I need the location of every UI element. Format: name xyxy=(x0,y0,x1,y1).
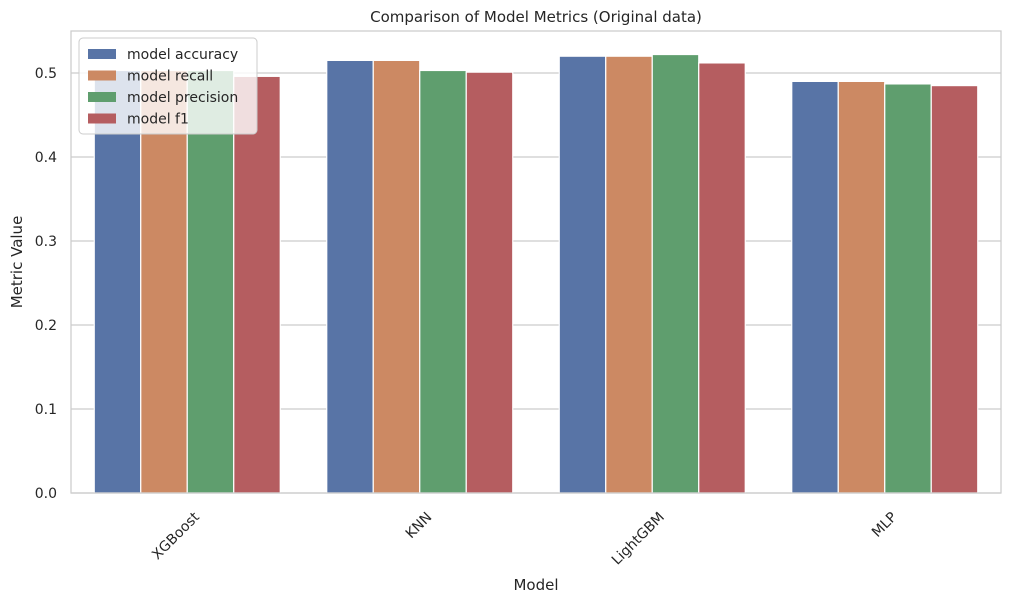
legend-swatch xyxy=(88,49,116,59)
bar-model-precision-KNN xyxy=(419,69,467,494)
x-tick-label: MLP xyxy=(869,509,900,540)
y-tick-label: 0.5 xyxy=(35,66,57,82)
legend-swatch xyxy=(88,70,116,81)
y-tick-label: 0.1 xyxy=(35,402,57,418)
x-tick-label: LightGBM xyxy=(609,509,668,568)
bar-model-f1-LightGBM xyxy=(698,62,746,494)
legend-swatch xyxy=(88,113,116,124)
y-axis-label: Metric Value xyxy=(8,216,26,309)
x-axis-label: Model xyxy=(513,576,558,594)
bar-model-accuracy-LightGBM xyxy=(558,55,607,494)
y-tick-label: 0.0 xyxy=(35,486,57,502)
legend-label: model recall xyxy=(127,69,213,85)
y-axis-ticks: 0.0 0.1 0.2 0.3 0.4 0.5 xyxy=(35,66,57,502)
bar-model-precision-LightGBM xyxy=(651,53,700,494)
bars xyxy=(93,53,979,494)
legend-label: model accuracy xyxy=(127,47,238,63)
bar-model-recall-MLP xyxy=(837,80,886,494)
bar-model-precision-XGBoost xyxy=(186,69,235,494)
bar-model-f1-XGBoost xyxy=(233,75,281,494)
legend-swatch xyxy=(88,92,116,102)
legend-box xyxy=(78,37,258,135)
legend-label: model f1 xyxy=(127,112,189,128)
bar-model-accuracy-MLP xyxy=(791,80,839,494)
bar-model-recall-KNN xyxy=(372,59,421,494)
chart-title: Comparison of Model Metrics (Original da… xyxy=(370,8,702,26)
bar-model-recall-LightGBM xyxy=(605,55,653,494)
legend-label: model precision xyxy=(127,90,238,106)
x-axis-ticks: XGBoost KNN LightGBM MLP xyxy=(149,509,900,568)
y-tick-label: 0.4 xyxy=(35,150,57,166)
bar-model-f1-KNN xyxy=(465,71,514,494)
bar-model-precision-MLP xyxy=(884,83,932,494)
x-tick-label: KNN xyxy=(403,509,436,542)
y-tick-label: 0.2 xyxy=(35,318,57,334)
bar-model-f1-MLP xyxy=(930,84,979,494)
legend: model accuracy model recall model precisio… xyxy=(78,37,258,135)
x-tick-label: XGBoost xyxy=(149,509,203,563)
plot-frame xyxy=(70,30,1002,494)
bar-model-accuracy-KNN xyxy=(326,59,374,494)
y-tick-label: 0.3 xyxy=(35,234,57,250)
